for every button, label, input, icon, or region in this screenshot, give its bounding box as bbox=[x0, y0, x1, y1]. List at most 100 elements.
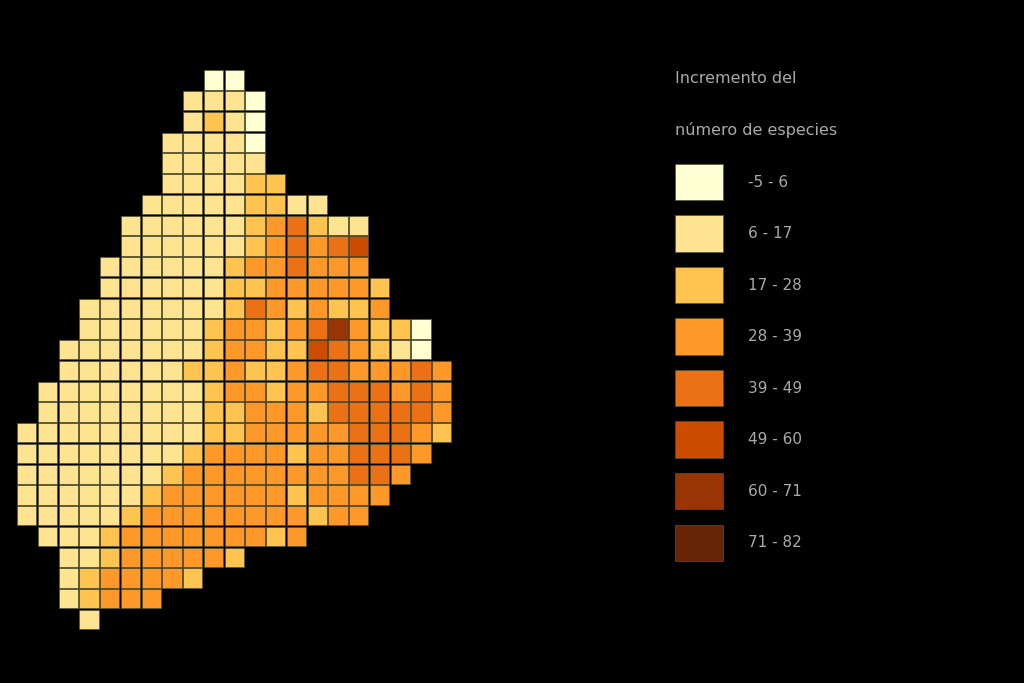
Bar bbox=[100, 402, 120, 421]
Bar bbox=[163, 361, 181, 380]
Bar bbox=[80, 506, 98, 525]
Bar bbox=[432, 423, 452, 443]
Bar bbox=[121, 236, 140, 255]
Bar bbox=[163, 548, 181, 567]
Bar bbox=[370, 486, 389, 505]
Bar bbox=[100, 444, 120, 463]
Bar bbox=[163, 216, 181, 235]
Bar bbox=[80, 610, 98, 629]
Bar bbox=[349, 236, 369, 255]
Bar bbox=[329, 340, 348, 359]
Bar bbox=[163, 340, 181, 359]
Bar bbox=[163, 444, 181, 463]
Bar bbox=[204, 527, 223, 546]
Bar bbox=[100, 361, 120, 380]
Bar bbox=[80, 423, 98, 443]
Bar bbox=[100, 278, 120, 297]
Bar bbox=[307, 257, 327, 277]
Bar bbox=[287, 320, 306, 339]
Bar bbox=[204, 423, 223, 443]
Bar bbox=[266, 298, 286, 318]
Bar bbox=[183, 506, 203, 525]
Bar bbox=[80, 340, 98, 359]
Bar bbox=[204, 382, 223, 401]
Bar bbox=[432, 382, 452, 401]
Bar bbox=[183, 298, 203, 318]
Bar bbox=[183, 548, 203, 567]
Bar bbox=[329, 486, 348, 505]
Text: 60 - 71: 60 - 71 bbox=[749, 484, 802, 499]
Bar bbox=[246, 278, 265, 297]
Bar bbox=[17, 423, 37, 443]
Bar bbox=[183, 464, 203, 484]
Bar bbox=[307, 423, 327, 443]
Bar bbox=[224, 361, 244, 380]
Bar bbox=[349, 506, 369, 525]
Bar bbox=[246, 236, 265, 255]
Bar bbox=[246, 174, 265, 193]
Bar bbox=[121, 506, 140, 525]
Bar bbox=[266, 278, 286, 297]
Bar bbox=[141, 257, 161, 277]
Bar bbox=[17, 506, 37, 525]
Bar bbox=[183, 278, 203, 297]
Bar bbox=[266, 216, 286, 235]
Bar bbox=[287, 444, 306, 463]
Bar bbox=[121, 278, 140, 297]
Bar bbox=[58, 423, 78, 443]
Bar bbox=[163, 195, 181, 214]
Bar bbox=[183, 568, 203, 587]
Bar bbox=[58, 382, 78, 401]
Bar bbox=[307, 298, 327, 318]
Bar bbox=[329, 382, 348, 401]
Bar bbox=[390, 340, 410, 359]
Bar bbox=[329, 216, 348, 235]
Text: -5 - 6: -5 - 6 bbox=[749, 175, 788, 190]
Bar bbox=[287, 464, 306, 484]
Bar bbox=[204, 112, 223, 131]
Bar bbox=[204, 298, 223, 318]
Bar bbox=[58, 402, 78, 421]
Bar bbox=[224, 236, 244, 255]
Bar bbox=[100, 486, 120, 505]
Bar bbox=[329, 236, 348, 255]
Bar bbox=[370, 361, 389, 380]
Bar bbox=[246, 506, 265, 525]
Bar bbox=[58, 444, 78, 463]
Bar bbox=[100, 568, 120, 587]
Bar bbox=[224, 444, 244, 463]
Bar bbox=[329, 278, 348, 297]
Bar bbox=[370, 402, 389, 421]
Bar bbox=[246, 154, 265, 173]
Bar bbox=[370, 423, 389, 443]
Bar bbox=[121, 464, 140, 484]
Bar bbox=[329, 402, 348, 421]
Bar bbox=[204, 361, 223, 380]
Bar bbox=[183, 195, 203, 214]
Bar bbox=[266, 320, 286, 339]
Bar bbox=[287, 361, 306, 380]
Bar bbox=[121, 340, 140, 359]
Bar bbox=[329, 464, 348, 484]
Bar bbox=[100, 320, 120, 339]
Bar bbox=[246, 444, 265, 463]
Bar bbox=[266, 340, 286, 359]
Bar bbox=[349, 361, 369, 380]
Bar bbox=[204, 216, 223, 235]
Bar bbox=[58, 589, 78, 609]
Bar bbox=[307, 195, 327, 214]
Bar bbox=[58, 464, 78, 484]
Bar bbox=[17, 464, 37, 484]
Bar bbox=[307, 382, 327, 401]
Bar bbox=[224, 527, 244, 546]
Bar bbox=[266, 236, 286, 255]
Bar bbox=[224, 506, 244, 525]
Bar bbox=[183, 320, 203, 339]
Bar bbox=[246, 340, 265, 359]
Bar bbox=[141, 589, 161, 609]
Bar bbox=[121, 320, 140, 339]
Bar bbox=[287, 298, 306, 318]
Bar bbox=[246, 133, 265, 152]
Bar bbox=[224, 402, 244, 421]
Bar bbox=[80, 548, 98, 567]
